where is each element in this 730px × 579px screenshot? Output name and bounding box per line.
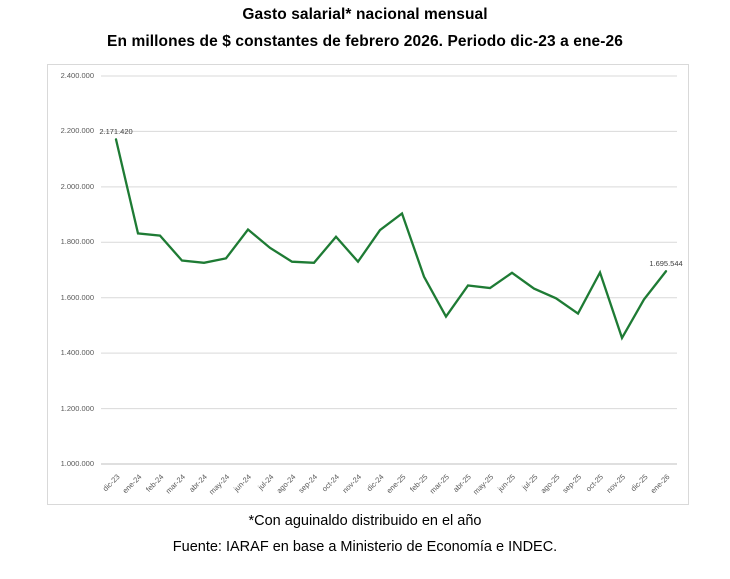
y-axis-tick-label: 1.000.000 bbox=[60, 459, 94, 468]
chart-subtitle: En millones de $ constantes de febrero 2… bbox=[107, 33, 623, 50]
line-series bbox=[114, 138, 668, 341]
chart-source: Fuente: IARAF en base a Ministerio de Ec… bbox=[172, 539, 558, 555]
y-axis-tick-label: 2.000.000 bbox=[60, 181, 94, 191]
data-point-label: 2.171.420 bbox=[99, 127, 133, 137]
data-point-label: 1.695.544 bbox=[649, 259, 683, 269]
chart-title: Gasto salarial* nacional mensual bbox=[242, 6, 488, 23]
y-axis-tick-label: 1.600.000 bbox=[60, 292, 94, 302]
chart-footnote: *Con aguinaldo distribuido en el año bbox=[248, 513, 482, 529]
y-axis-tick-label: 1.400.000 bbox=[60, 348, 94, 358]
line-chart-plot-area: 1.000.000 1.200.000 1.400.000 1.600.000 1.80… bbox=[47, 64, 689, 505]
chart-canvas bbox=[101, 75, 677, 465]
y-axis-tick-label: 2.200.000 bbox=[60, 126, 94, 136]
y-axis-tick-label: 1.200.000 bbox=[60, 403, 94, 413]
y-axis-tick-label: 1.800.000 bbox=[60, 237, 94, 247]
y-axis-tick-label: 2.400.000 bbox=[60, 71, 94, 80]
